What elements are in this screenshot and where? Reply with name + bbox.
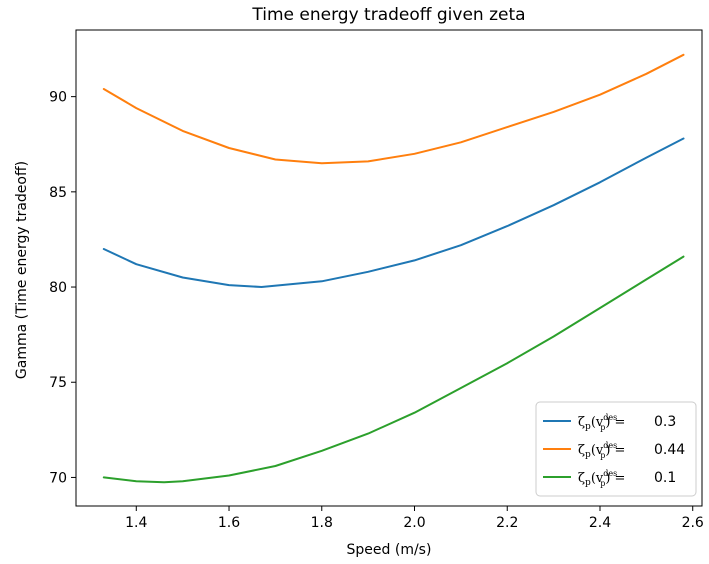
series-line-0 — [102, 137, 685, 288]
y-tick-label: 80 — [49, 280, 67, 296]
y-axis-ticks: 70 75 80 85 90 — [49, 90, 76, 486]
x-tick-label: 2.6 — [682, 515, 704, 531]
legend-label: 0.3 — [654, 414, 676, 430]
series-line-1 — [102, 53, 685, 165]
y-axis-label: Gamma (Time energy tradeoff) — [14, 161, 30, 379]
x-tick-label: 1.4 — [125, 515, 147, 531]
legend-label: 0.1 — [654, 470, 676, 486]
y-tick-label: 75 — [49, 375, 67, 391]
y-tick-label: 85 — [49, 185, 67, 201]
legend: ζp(vdes p) = 0.3 ζp(vdes p) = 0.44 ζp(vdes p) =… — [535, 401, 697, 497]
x-tick-label: 2.4 — [589, 515, 611, 531]
x-axis-ticks: 1.4 1.6 1.8 2.0 2.2 2.4 2.6 — [125, 506, 704, 531]
x-tick-label: 1.8 — [311, 515, 333, 531]
plot-frame — [75, 29, 703, 507]
legend-symbol: ζp(vdes p) = — [578, 413, 625, 432]
chart-title: Time energy tradeoff given zeta — [251, 5, 525, 25]
x-tick-label: 2.0 — [403, 515, 425, 531]
legend-box — [535, 401, 697, 497]
series-layer — [102, 53, 685, 484]
y-tick-label: 70 — [49, 470, 67, 486]
x-axis-label: Speed (m/s) — [347, 542, 432, 558]
plot-area — [75, 29, 703, 507]
x-tick-label: 1.6 — [218, 515, 240, 531]
y-tick-label: 90 — [49, 90, 67, 106]
legend-label: 0.44 — [654, 442, 685, 458]
legend-symbol: ζp(vdes p) = — [578, 441, 625, 460]
legend-symbol: ζp(vdes p) = — [578, 469, 625, 488]
series-line-2 — [102, 255, 685, 484]
x-tick-label: 2.2 — [496, 515, 518, 531]
